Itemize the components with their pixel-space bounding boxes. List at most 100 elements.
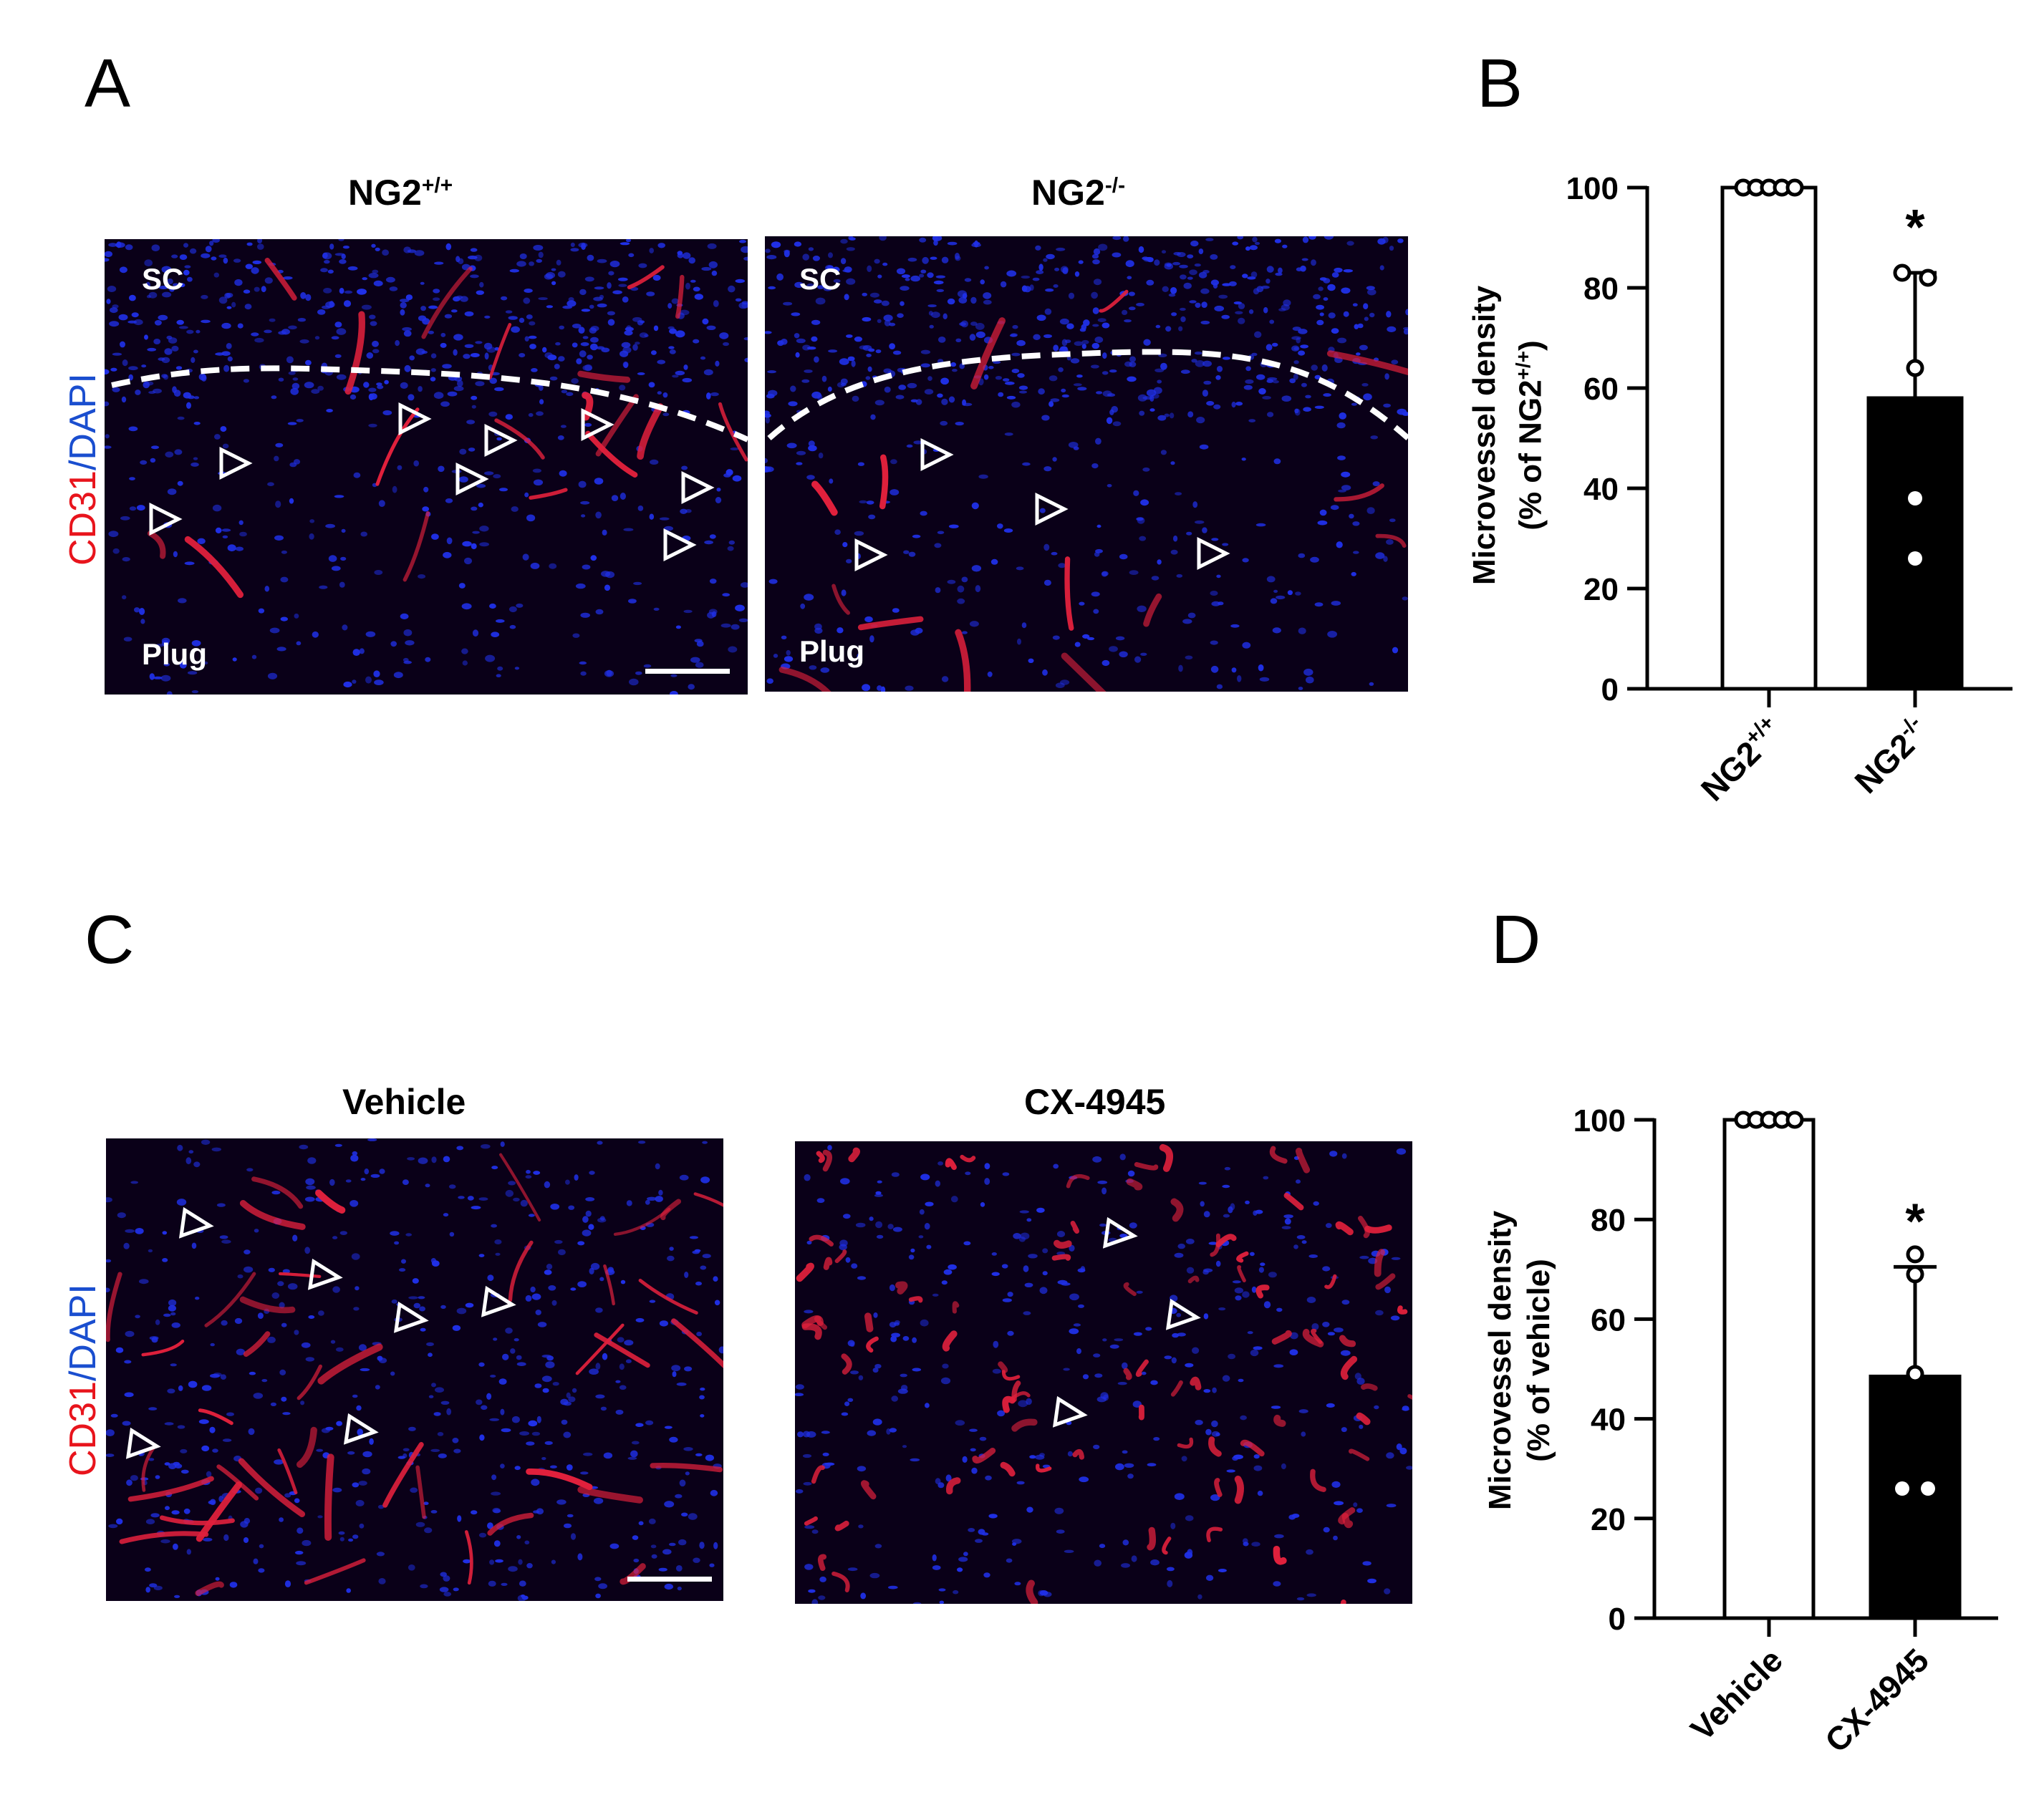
nucleus-dot: [533, 245, 544, 251]
nucleus-dot: [794, 281, 804, 289]
nucleus-dot: [168, 1305, 176, 1312]
nucleus-dot: [1081, 339, 1089, 344]
nucleus-dot: [280, 576, 289, 583]
nucleus-dot: [765, 458, 768, 463]
nucleus-dot: [1402, 412, 1408, 416]
nucleus-dot: [958, 1557, 968, 1562]
nucleus-dot: [433, 1412, 441, 1416]
nucleus-dot: [1137, 605, 1147, 612]
vessel-stroke: [972, 1447, 996, 1463]
nucleus-dot: [1254, 241, 1260, 246]
nucleus-dot: [874, 1364, 882, 1369]
nucleus-dot: [1178, 664, 1183, 672]
nucleus-dot: [1210, 665, 1219, 673]
vessel-stroke: [1061, 652, 1107, 692]
nucleus-dot: [307, 1157, 317, 1164]
nucleus-dot: [1296, 1235, 1306, 1239]
nucleus-dot: [534, 1383, 542, 1388]
nucleus-dot: [385, 276, 395, 283]
nucleus-dot: [735, 279, 746, 284]
nucleus-dot: [1255, 1209, 1263, 1214]
data-point: [1921, 1481, 1935, 1496]
nucleus-dot: [1230, 1203, 1235, 1211]
vessel-stroke: [1170, 1198, 1184, 1222]
nucleus-dot: [1122, 1450, 1128, 1454]
nucleus-dot: [1248, 419, 1256, 422]
nucleus-dot: [1256, 374, 1266, 380]
nucleus-dot: [1042, 1248, 1048, 1254]
nucleus-dot: [708, 261, 718, 268]
nucleus-dot: [1322, 1322, 1330, 1327]
vessel-stroke: [1036, 1463, 1052, 1473]
nucleus-dot: [962, 1456, 968, 1463]
nucleus-dot: [860, 1592, 867, 1600]
nucleus-dot: [349, 1200, 359, 1207]
nucleus-dot: [615, 1409, 624, 1415]
nucleus-dot: [811, 1599, 819, 1604]
arrowhead-markers: [149, 402, 715, 562]
nucleus-dot: [524, 492, 529, 498]
nucleus-dot: [464, 557, 472, 565]
vessel-stroke: [822, 1149, 833, 1172]
nucleus-dot: [1359, 1255, 1369, 1259]
nucleus-dot: [400, 613, 409, 620]
nucleus-dot: [681, 465, 688, 470]
nucleus-dot: [1122, 1539, 1129, 1546]
nucleus-dot: [572, 342, 578, 348]
nucleus-dot: [211, 256, 217, 261]
nucleus-dot: [1170, 461, 1175, 465]
nucleus-dot: [106, 1429, 115, 1436]
nucleus-dot: [1356, 352, 1361, 356]
nucleus-dot: [1043, 258, 1048, 262]
nucleus-dot: [294, 613, 299, 619]
nucleus-dot: [732, 475, 742, 482]
nucleus-dot: [455, 295, 463, 299]
nucleus-dot: [991, 1252, 997, 1256]
nucleus-dot: [806, 1240, 812, 1245]
dapi-nuclei: [795, 1145, 1412, 1604]
nucleus-dot: [766, 393, 775, 399]
nucleus-dot: [533, 1171, 541, 1175]
nucleus-dot: [1036, 314, 1046, 321]
y-axis-label-line2-sup: +/+: [1512, 350, 1534, 380]
nucleus-dot: [546, 1264, 553, 1270]
nucleus-dot: [1192, 501, 1198, 508]
nucleus-dot: [1001, 1264, 1008, 1269]
nucleus-dot: [568, 1396, 576, 1403]
nucleus-dot: [548, 1285, 556, 1291]
nucleus-dot: [1340, 1350, 1351, 1356]
nucleus-dot: [593, 1497, 604, 1504]
nucleus-dot: [125, 244, 133, 251]
nucleus-dot: [161, 637, 170, 644]
nucleus-dot: [304, 1196, 315, 1202]
nucleus-dot: [957, 290, 968, 298]
nucleus-dot: [452, 1438, 459, 1443]
image-title-base: NG2: [348, 173, 422, 213]
nucleus-dot: [402, 657, 409, 662]
nucleus-dot: [1289, 1349, 1298, 1355]
nucleus-dot: [269, 318, 276, 322]
nucleus-dot: [533, 479, 544, 486]
nucleus-dot: [559, 325, 564, 330]
arrowhead-icon: [1165, 1298, 1201, 1330]
nucleus-dot: [988, 1514, 998, 1519]
nucleus-dot: [713, 1542, 718, 1549]
nucleus-dot: [776, 273, 784, 281]
nucleus-dot: [1093, 609, 1099, 614]
nucleus-dot: [339, 288, 344, 294]
nucleus-dot: [358, 1344, 367, 1351]
nucleus-dot: [444, 314, 453, 319]
nucleus-dot: [804, 594, 814, 601]
nucleus-dot: [1079, 601, 1085, 606]
nucleus-dot: [804, 369, 813, 373]
nucleus-dot: [1247, 1331, 1253, 1335]
nucleus-dot: [1271, 1405, 1281, 1409]
arrowhead-icon: [178, 1206, 214, 1239]
nucleus-dot: [902, 1336, 910, 1341]
nucleus-dot: [1221, 314, 1230, 319]
vessel-stroke: [718, 402, 748, 462]
nucleus-dot: [578, 326, 585, 334]
nucleus-dot: [395, 340, 400, 347]
nucleus-dot: [514, 1466, 521, 1471]
